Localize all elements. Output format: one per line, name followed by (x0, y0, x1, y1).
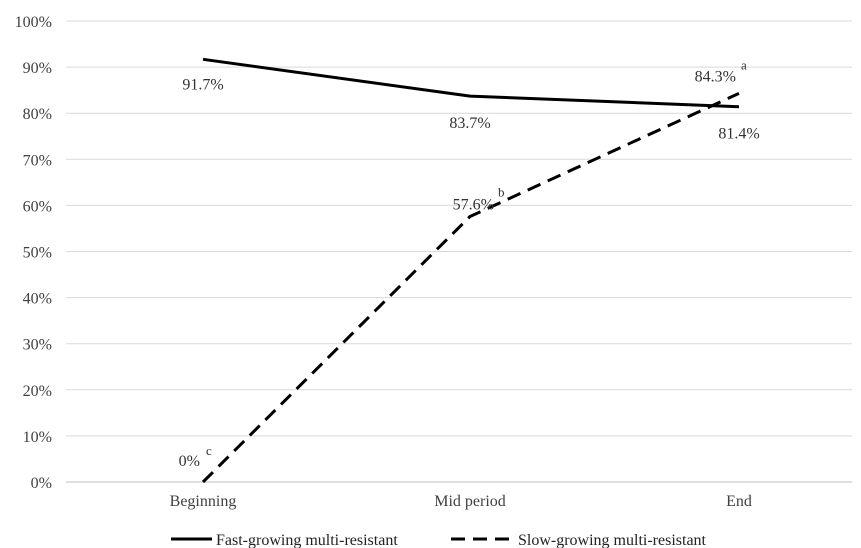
y-tick-label: 10% (23, 429, 52, 446)
data-label: 81.4% (718, 126, 759, 143)
y-tick-label: 80% (23, 106, 52, 123)
y-tick-label: 70% (23, 152, 52, 169)
y-axis-tick-labels: 0% 10% 20% 30% 40% 50% 60% 70% 80% 90% 100% (15, 14, 52, 492)
series-lines (201, 57, 740, 484)
y-tick-label: 0% (31, 475, 52, 492)
x-tick-label: Mid period (434, 493, 506, 510)
x-tick-label: Beginning (170, 493, 237, 510)
y-tick-label: 90% (23, 60, 52, 77)
x-tick-label: End (726, 493, 752, 510)
y-tick-label: 100% (15, 14, 52, 31)
data-label: 83.7% (449, 115, 490, 132)
data-labels: 91.7% 83.7% 81.4% 0% c 57.6% b 84.3% a (179, 57, 760, 470)
legend-label: Fast-growing multi-resistant (216, 532, 398, 548)
data-label: 57.6% (453, 196, 494, 213)
superscript-label: c (206, 443, 212, 458)
series-line-slow-growing (201, 92, 740, 484)
y-tick-label: 50% (23, 245, 52, 262)
gridlines (66, 20, 852, 483)
y-tick-label: 30% (23, 337, 52, 354)
data-label: 0% (179, 453, 200, 470)
legend-label: Slow-growing multi-resistant (518, 532, 707, 548)
y-tick-label: 40% (23, 291, 52, 308)
data-label: 91.7% (182, 76, 223, 93)
y-tick-label: 20% (23, 383, 52, 400)
legend: Fast-growing multi-resistant Slow-growing… (171, 532, 707, 548)
x-axis-tick-labels: Beginning Mid period End (170, 493, 752, 510)
superscript-label: b (498, 184, 505, 199)
y-tick-label: 60% (23, 198, 52, 215)
superscript-label: a (741, 57, 747, 72)
series-line-fast-growing (202, 57, 740, 109)
data-label: 84.3% (695, 68, 736, 85)
